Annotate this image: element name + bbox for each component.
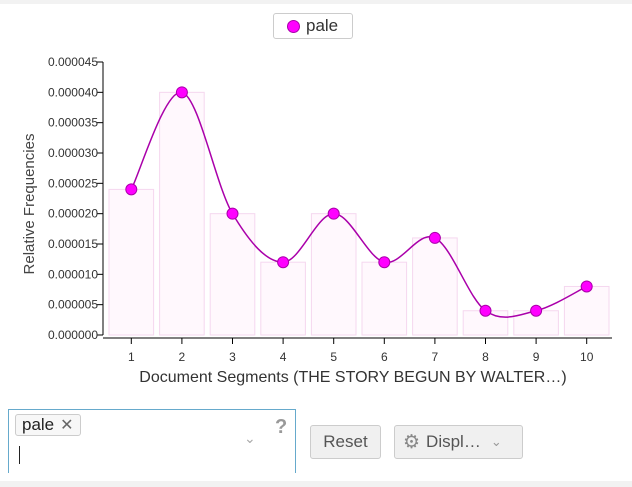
- x-tick-label: 5: [330, 350, 337, 364]
- x-axis-label: Document Segments (THE STORY BEGUN BY WA…: [139, 369, 566, 386]
- frequency-chart: 0.000000 0.000005 0.000010 0.000015 0.000020…: [21, 55, 612, 386]
- x-axis: 1 2 3 4 5 6 7 8 9 10: [103, 337, 612, 364]
- data-point: [277, 256, 290, 269]
- data-point: [175, 86, 188, 99]
- bar: [108, 188, 155, 336]
- search-input[interactable]: pale ✕ ⌄ ?: [8, 409, 296, 473]
- bar: [310, 213, 357, 336]
- data-point: [530, 304, 543, 317]
- points-layer: [125, 86, 593, 317]
- x-tick-label: 10: [580, 350, 594, 364]
- y-tick-label: 0.000040: [48, 85, 98, 99]
- text-caret: [19, 446, 20, 464]
- search-token: pale ✕: [15, 414, 81, 436]
- x-tick-label: 9: [533, 350, 540, 364]
- data-point: [378, 256, 391, 269]
- y-axis: 0.000000 0.000005 0.000010 0.000015 0.000020…: [48, 55, 104, 342]
- y-tick-label: 0.000000: [48, 328, 98, 342]
- y-axis-label: Relative Frequencies: [21, 134, 38, 275]
- legend-label: pale: [306, 16, 339, 35]
- bars-layer: [108, 91, 610, 336]
- reset-button[interactable]: Reset: [310, 425, 381, 459]
- legend-item-pale[interactable]: pale: [273, 13, 353, 39]
- reset-button-label: Reset: [323, 432, 368, 451]
- data-point: [479, 304, 492, 317]
- x-tick-label: 3: [229, 350, 236, 364]
- y-tick-label: 0.000020: [48, 207, 98, 221]
- y-tick-label: 0.000025: [48, 176, 98, 190]
- data-point: [125, 183, 138, 196]
- x-tick-label: 4: [280, 350, 287, 364]
- y-tick-label: 0.000010: [48, 267, 98, 281]
- x-tick-label: 6: [381, 350, 388, 364]
- remove-token-icon[interactable]: ✕: [60, 417, 74, 434]
- controls-bar: pale ✕ ⌄ ? Reset ⚙ Displ… ⌄: [0, 391, 632, 481]
- bar: [412, 237, 458, 336]
- series-color-swatch: [287, 19, 300, 33]
- y-tick-label: 0.000035: [48, 116, 98, 130]
- chevron-down-icon: ⌄: [490, 434, 502, 449]
- bar: [260, 261, 306, 336]
- gear-icon: ⚙: [403, 431, 421, 453]
- data-point: [327, 207, 340, 220]
- x-tick-label: 1: [128, 350, 135, 364]
- chart-panel: pale 0.000000 0.000005 0.000010 0.000015 0.0…: [0, 4, 632, 391]
- y-tick-label: 0.000005: [48, 298, 98, 312]
- y-tick-label: 0.000045: [48, 55, 98, 69]
- bar: [209, 213, 256, 336]
- display-button-label: Displ…: [426, 432, 481, 451]
- data-point: [226, 207, 239, 220]
- x-tick-label: 2: [179, 350, 186, 364]
- x-tick-label: 8: [482, 350, 489, 364]
- y-tick-label: 0.000030: [48, 146, 98, 160]
- bar: [563, 285, 610, 336]
- bar: [361, 261, 408, 336]
- search-token-label: pale: [22, 415, 55, 434]
- x-tick-label: 7: [432, 350, 439, 364]
- y-tick-label: 0.000015: [48, 237, 98, 251]
- bar: [159, 91, 205, 336]
- data-point: [428, 231, 441, 244]
- display-options-button[interactable]: ⚙ Displ… ⌄: [394, 425, 523, 459]
- help-icon[interactable]: ?: [275, 416, 288, 438]
- chevron-down-icon[interactable]: ⌄: [244, 430, 256, 446]
- data-point: [580, 280, 593, 293]
